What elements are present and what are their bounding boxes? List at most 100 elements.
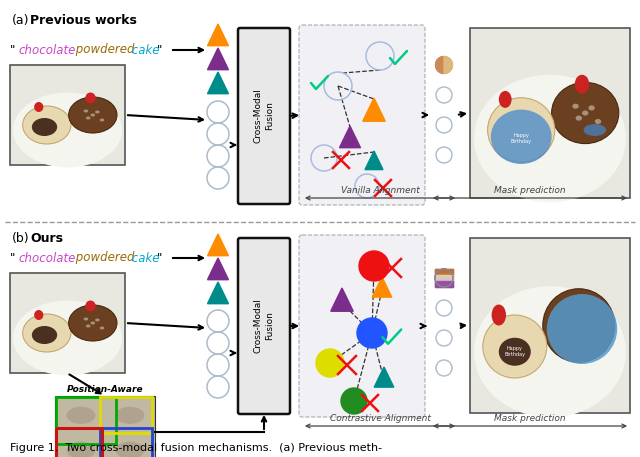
Ellipse shape (34, 310, 44, 320)
Bar (435, 280, 453, 283)
Bar (435, 283, 453, 287)
Ellipse shape (499, 338, 531, 366)
Ellipse shape (488, 98, 555, 162)
Polygon shape (331, 288, 353, 311)
Ellipse shape (116, 441, 145, 457)
FancyBboxPatch shape (470, 28, 630, 198)
Ellipse shape (572, 104, 579, 109)
Ellipse shape (67, 407, 95, 424)
Ellipse shape (575, 75, 589, 93)
Polygon shape (363, 98, 385, 121)
Bar (435, 276, 453, 280)
Polygon shape (365, 151, 383, 170)
FancyBboxPatch shape (55, 396, 155, 457)
Polygon shape (207, 258, 228, 280)
Ellipse shape (582, 111, 588, 116)
Polygon shape (207, 72, 228, 94)
Ellipse shape (90, 322, 95, 324)
Polygon shape (207, 24, 228, 46)
Ellipse shape (116, 407, 145, 424)
Text: Ours: Ours (30, 232, 63, 245)
Ellipse shape (85, 92, 95, 103)
Text: (b): (b) (12, 232, 29, 245)
Text: Vanilla Alignment: Vanilla Alignment (340, 186, 419, 195)
Ellipse shape (474, 286, 626, 417)
Text: Happy
Birthday: Happy Birthday (511, 133, 532, 144)
Text: ": " (157, 251, 163, 265)
Ellipse shape (85, 301, 95, 312)
Polygon shape (444, 57, 452, 74)
Ellipse shape (22, 106, 71, 144)
Ellipse shape (483, 315, 547, 378)
Text: ": " (10, 251, 15, 265)
Ellipse shape (22, 314, 71, 352)
Polygon shape (207, 282, 228, 304)
Circle shape (435, 269, 453, 287)
Ellipse shape (90, 113, 95, 117)
Ellipse shape (13, 301, 122, 376)
Ellipse shape (32, 326, 57, 344)
FancyBboxPatch shape (10, 273, 125, 373)
Text: chocolate: chocolate (18, 43, 76, 57)
Polygon shape (374, 367, 394, 387)
Circle shape (357, 318, 387, 348)
Ellipse shape (86, 324, 90, 328)
Text: ": " (157, 43, 163, 57)
FancyBboxPatch shape (106, 433, 154, 457)
Text: Previous works: Previous works (30, 14, 137, 27)
Circle shape (316, 349, 344, 377)
Ellipse shape (100, 326, 104, 329)
Ellipse shape (95, 111, 100, 113)
Ellipse shape (84, 318, 88, 320)
Text: Mask prediction: Mask prediction (494, 186, 566, 195)
Ellipse shape (595, 119, 601, 124)
Polygon shape (207, 234, 228, 256)
Ellipse shape (13, 92, 122, 168)
Text: Happy
Birthday: Happy Birthday (504, 346, 525, 357)
FancyBboxPatch shape (10, 65, 125, 165)
Ellipse shape (95, 319, 100, 322)
Ellipse shape (86, 117, 90, 119)
FancyBboxPatch shape (299, 235, 425, 417)
Polygon shape (207, 48, 228, 70)
Bar (435, 272, 453, 276)
Ellipse shape (67, 441, 95, 457)
Ellipse shape (84, 110, 88, 112)
FancyBboxPatch shape (106, 398, 154, 433)
Text: chocolate: chocolate (18, 251, 76, 265)
Ellipse shape (584, 124, 606, 136)
Text: (a): (a) (12, 14, 29, 27)
FancyBboxPatch shape (238, 238, 290, 414)
Ellipse shape (100, 118, 104, 122)
Ellipse shape (34, 102, 44, 112)
Text: ": " (10, 43, 15, 57)
FancyBboxPatch shape (299, 25, 425, 205)
Ellipse shape (575, 116, 582, 121)
Ellipse shape (492, 304, 506, 325)
Text: Position-Aware: Position-Aware (67, 385, 143, 394)
Ellipse shape (588, 106, 595, 111)
Ellipse shape (543, 289, 615, 362)
Circle shape (341, 388, 367, 414)
Text: powdered: powdered (72, 43, 134, 57)
Polygon shape (435, 57, 444, 74)
Text: Contrastive Alignment: Contrastive Alignment (330, 414, 431, 423)
FancyBboxPatch shape (57, 398, 105, 433)
Polygon shape (339, 126, 360, 148)
Ellipse shape (552, 82, 619, 143)
Ellipse shape (499, 91, 511, 108)
FancyBboxPatch shape (57, 433, 105, 457)
Bar (435, 269, 453, 272)
Text: cake: cake (128, 43, 159, 57)
Text: Mask prediction: Mask prediction (494, 414, 566, 423)
Ellipse shape (68, 97, 117, 133)
Text: cake: cake (128, 251, 159, 265)
Circle shape (359, 251, 389, 281)
Text: powdered: powdered (72, 251, 134, 265)
Ellipse shape (68, 305, 117, 341)
Ellipse shape (474, 75, 626, 202)
Text: Figure 1.  Two cross-modal fusion mechanisms.  (a) Previous meth-: Figure 1. Two cross-modal fusion mechani… (10, 443, 382, 453)
FancyBboxPatch shape (238, 28, 290, 204)
Ellipse shape (547, 294, 617, 364)
Text: Cross-Modal
Fusion: Cross-Modal Fusion (253, 298, 275, 353)
